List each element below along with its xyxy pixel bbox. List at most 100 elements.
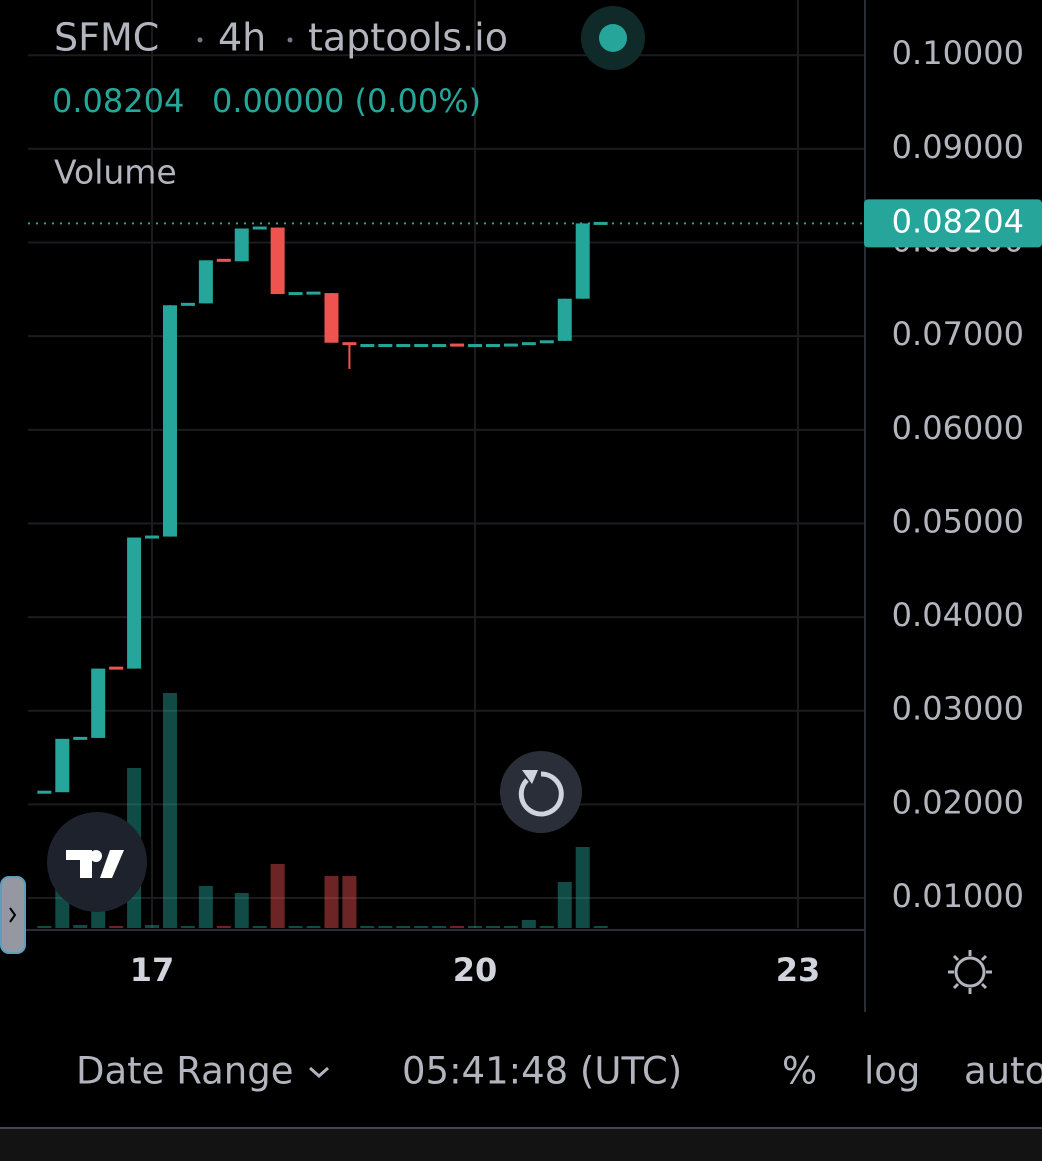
volume-bar	[396, 926, 411, 928]
volume-bar	[378, 926, 393, 928]
candle-body	[432, 344, 447, 348]
volume-bar	[252, 926, 267, 928]
candle-body	[216, 258, 231, 262]
y-tick-label: 0.06000	[892, 409, 1024, 447]
candle-body	[557, 298, 572, 341]
candle-body	[198, 260, 213, 304]
volume-bar	[557, 882, 572, 928]
candle-body	[73, 736, 88, 740]
volume-bar	[306, 926, 321, 928]
candle-body	[324, 293, 339, 343]
chevron	[309, 1066, 329, 1079]
volume-bar	[414, 926, 429, 928]
last-price-badge-label: 0.08204	[892, 202, 1024, 240]
volume-bar	[432, 926, 447, 928]
logo-glyph	[90, 850, 102, 862]
candle-body	[162, 305, 177, 537]
tradingview-logo[interactable]	[47, 812, 147, 912]
clock[interactable]: 05:41:48 (UTC)	[402, 1050, 682, 1093]
date-range-button[interactable]: Date Range	[76, 1050, 293, 1093]
reset-icon	[522, 770, 538, 784]
volume-bar	[539, 926, 554, 928]
volume-bar	[360, 926, 375, 928]
percent-button[interactable]: %	[782, 1050, 817, 1093]
volume-bar	[450, 926, 465, 928]
candle-body	[468, 344, 483, 348]
candle-body	[109, 666, 124, 670]
volume-bar	[270, 864, 285, 928]
candle-body	[252, 226, 267, 230]
x-tick-label: 23	[776, 951, 821, 989]
gear-icon	[954, 956, 986, 988]
price-change: 0.00000 (0.00%)	[212, 82, 481, 120]
gear-icon	[948, 950, 992, 994]
candle-body	[521, 342, 536, 346]
reset-icon	[518, 771, 564, 817]
candle-body	[575, 223, 590, 299]
volume-bar	[145, 925, 160, 928]
candle-body	[485, 344, 500, 348]
candle-body	[360, 344, 375, 348]
candle-body	[503, 343, 518, 347]
candle-body	[306, 291, 321, 295]
volume-bar	[37, 926, 52, 928]
y-tick-label: 0.09000	[892, 128, 1024, 166]
candle-body	[414, 344, 429, 348]
separator-dot	[197, 37, 203, 43]
candle-body	[180, 302, 195, 306]
y-tick-label: 0.07000	[892, 315, 1024, 353]
volume-bar	[180, 926, 195, 928]
volume-bar	[342, 876, 357, 928]
volume-bar	[521, 920, 536, 928]
candle-body	[288, 292, 303, 296]
candle-body	[127, 537, 142, 669]
grid	[28, 0, 865, 928]
y-tick-label: 0.01000	[892, 877, 1024, 915]
handle-icon	[9, 907, 17, 923]
volume-bar	[324, 876, 339, 928]
settings-gear[interactable]	[948, 950, 992, 994]
x-tick-label: 17	[130, 951, 175, 989]
candle-layer	[28, 221, 865, 794]
separator-dot	[287, 37, 293, 43]
volume-bar	[485, 926, 500, 928]
volume-label: Volume	[54, 153, 177, 192]
volume-bar	[109, 926, 124, 928]
volume-bar	[234, 893, 249, 928]
candle-body	[37, 790, 52, 794]
symbol: SFMC	[54, 16, 159, 60]
candle-body	[593, 221, 608, 225]
side-handle[interactable]	[0, 876, 26, 954]
candle-body	[539, 340, 554, 344]
log-button[interactable]: log	[864, 1050, 920, 1093]
candle-body	[378, 344, 393, 348]
volume-bar	[288, 926, 303, 928]
reset-button[interactable]	[500, 751, 582, 833]
x-tick-label: 20	[453, 951, 498, 989]
volume-bar	[593, 926, 608, 928]
candle-body	[145, 535, 160, 539]
auto-button[interactable]: auto	[964, 1050, 1042, 1093]
last-price-badge	[864, 199, 1042, 248]
candle-body	[91, 668, 106, 738]
candle-body	[55, 738, 70, 793]
volume-bar	[575, 847, 590, 928]
logo-glyph	[66, 850, 124, 878]
volume-bar	[468, 926, 483, 928]
volume-bar	[162, 693, 177, 928]
candle-body	[342, 342, 357, 346]
candle-body	[234, 228, 249, 262]
interval: 4h	[218, 16, 266, 60]
candle-body	[450, 343, 465, 347]
bottom-bar	[0, 1129, 1042, 1161]
axes: 0.01000 0.02000 0.03000 0.04000 0.05000 0.060…	[130, 34, 1024, 989]
volume-bar	[503, 926, 518, 928]
volume-bar	[91, 908, 106, 928]
volume-bar	[216, 926, 231, 928]
status-dot	[599, 24, 627, 52]
volume-bar	[73, 925, 88, 928]
y-tick-label: 0.03000	[892, 690, 1024, 728]
source: taptools.io	[308, 16, 508, 60]
candle-body	[270, 227, 285, 295]
